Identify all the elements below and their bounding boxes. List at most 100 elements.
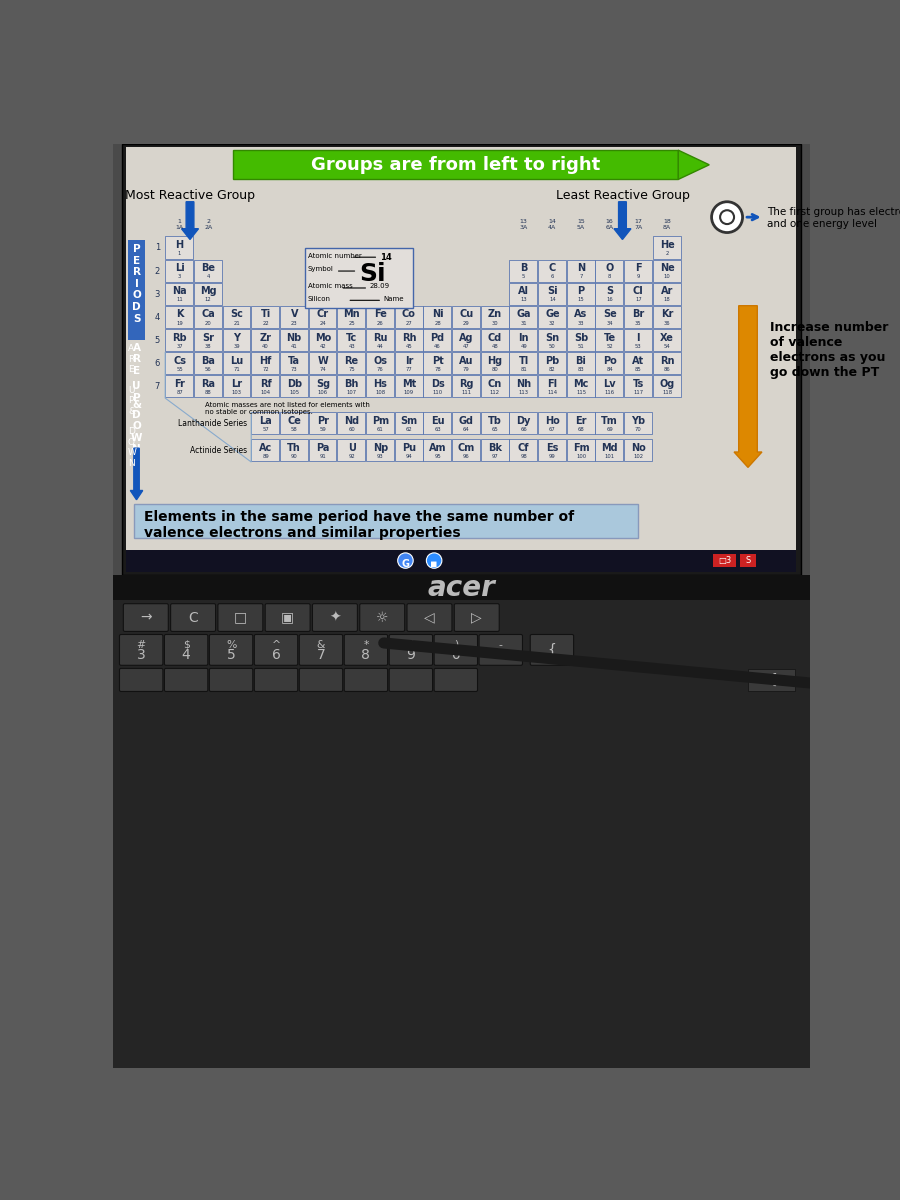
Text: Cm: Cm [458, 443, 475, 452]
Text: 19: 19 [176, 320, 183, 325]
FancyBboxPatch shape [120, 635, 163, 665]
Bar [595, 282, 623, 305]
Bar [538, 329, 566, 352]
Text: 110: 110 [433, 390, 443, 395]
Text: Kr: Kr [661, 310, 673, 319]
Text: Lanthanide Series: Lanthanide Series [178, 419, 248, 428]
Text: P
E
R
I
O
D
S: P E R I O D S [132, 244, 141, 324]
Text: Ho: Ho [544, 415, 560, 426]
Bar [366, 412, 394, 434]
Bar [112, 600, 810, 1068]
Text: 13: 13 [520, 298, 527, 302]
Bar [713, 554, 736, 566]
Text: 94: 94 [406, 454, 412, 458]
FancyBboxPatch shape [344, 635, 388, 665]
Text: 24: 24 [320, 320, 327, 325]
Text: 3: 3 [155, 289, 160, 299]
Bar [452, 329, 480, 352]
Text: Silicon: Silicon [308, 295, 331, 301]
Text: 73: 73 [291, 367, 298, 372]
Bar [166, 329, 194, 352]
Text: Si: Si [547, 287, 558, 296]
Text: 114: 114 [547, 390, 557, 395]
Text: 4: 4 [182, 648, 191, 662]
Polygon shape [679, 150, 709, 180]
Text: Ts: Ts [633, 379, 644, 389]
Text: 104: 104 [260, 390, 271, 395]
Text: 102: 102 [634, 454, 643, 458]
Bar [338, 306, 365, 328]
Bar [567, 259, 595, 282]
Bar [452, 306, 480, 328]
Text: Ce: Ce [287, 415, 302, 426]
Text: 92: 92 [348, 454, 355, 458]
Text: H: H [176, 240, 184, 250]
Text: Bi: Bi [576, 355, 587, 366]
Text: 76: 76 [377, 367, 383, 372]
Text: 100: 100 [576, 454, 586, 458]
Text: 64: 64 [463, 427, 470, 432]
Bar [394, 306, 422, 328]
Text: 12: 12 [205, 298, 212, 302]
Bar [280, 352, 308, 374]
Bar [567, 306, 595, 328]
Text: 108: 108 [375, 390, 385, 395]
Text: □3: □3 [718, 556, 732, 565]
Text: 6: 6 [272, 648, 281, 662]
Text: Cr: Cr [317, 310, 329, 319]
Text: Atomic mass: Atomic mass [308, 283, 353, 289]
Text: Co: Co [402, 310, 416, 319]
Text: Si: Si [359, 262, 385, 286]
FancyBboxPatch shape [123, 604, 168, 631]
Text: 5: 5 [522, 275, 526, 280]
Text: 5: 5 [227, 648, 236, 662]
Text: U: U [347, 443, 356, 452]
Text: Zn: Zn [488, 310, 502, 319]
Text: 84: 84 [607, 367, 613, 372]
Text: Sn: Sn [545, 332, 560, 342]
Bar [595, 412, 623, 434]
Text: 57: 57 [262, 427, 269, 432]
Bar [538, 306, 566, 328]
Text: Mc: Mc [573, 379, 589, 389]
Text: K: K [176, 310, 184, 319]
Text: 14
4A: 14 4A [548, 220, 556, 230]
Text: C: C [549, 263, 556, 274]
Text: Og: Og [660, 379, 675, 389]
Text: Am: Am [429, 443, 446, 452]
Bar [423, 412, 451, 434]
Text: Rb: Rb [172, 332, 187, 342]
Bar [509, 282, 537, 305]
Text: 0: 0 [452, 648, 460, 662]
Bar [280, 439, 308, 461]
Bar [567, 352, 595, 374]
Text: Dy: Dy [517, 415, 531, 426]
Text: 117: 117 [634, 390, 643, 395]
Text: Lr: Lr [231, 379, 242, 389]
Text: 9: 9 [636, 275, 640, 280]
Bar [251, 352, 279, 374]
FancyBboxPatch shape [218, 604, 263, 631]
FancyBboxPatch shape [171, 604, 216, 631]
Circle shape [427, 553, 442, 569]
Text: Eu: Eu [431, 415, 445, 426]
Text: Li: Li [175, 263, 184, 274]
Text: ): ) [454, 640, 458, 650]
Text: ☼: ☼ [376, 611, 389, 624]
FancyArrow shape [182, 202, 199, 240]
FancyBboxPatch shape [255, 635, 298, 665]
Bar [481, 412, 508, 434]
Text: 33: 33 [578, 320, 584, 325]
Text: La: La [259, 415, 272, 426]
Text: Ta: Ta [288, 355, 301, 366]
Text: *: * [364, 640, 369, 650]
Bar [509, 374, 537, 397]
Bar [309, 306, 337, 328]
Text: 28.09: 28.09 [369, 283, 389, 289]
Text: {: { [547, 643, 556, 656]
Text: 15: 15 [578, 298, 584, 302]
Text: 71: 71 [233, 367, 240, 372]
Bar [538, 412, 566, 434]
Text: 1
1A: 1 1A [176, 220, 184, 230]
Circle shape [712, 202, 742, 233]
